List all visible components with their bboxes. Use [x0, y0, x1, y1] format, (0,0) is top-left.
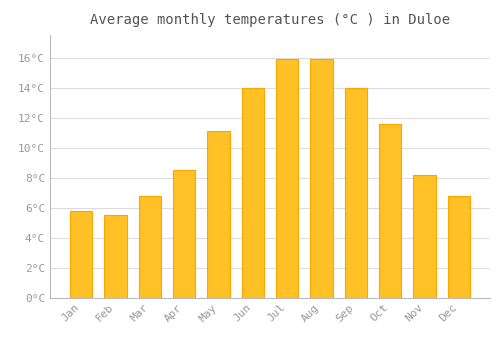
Bar	[138, 196, 161, 298]
Title: Average monthly temperatures (°C ) in Duloe: Average monthly temperatures (°C ) in Du…	[90, 13, 450, 27]
Bar	[70, 210, 92, 298]
Bar	[208, 131, 230, 298]
Bar	[414, 175, 436, 298]
Bar	[276, 59, 298, 298]
Bar	[242, 88, 264, 298]
Bar	[310, 59, 332, 298]
Bar	[448, 196, 470, 298]
Bar	[173, 170, 196, 298]
Bar	[344, 88, 367, 298]
Bar	[379, 124, 402, 298]
Bar	[104, 215, 126, 298]
